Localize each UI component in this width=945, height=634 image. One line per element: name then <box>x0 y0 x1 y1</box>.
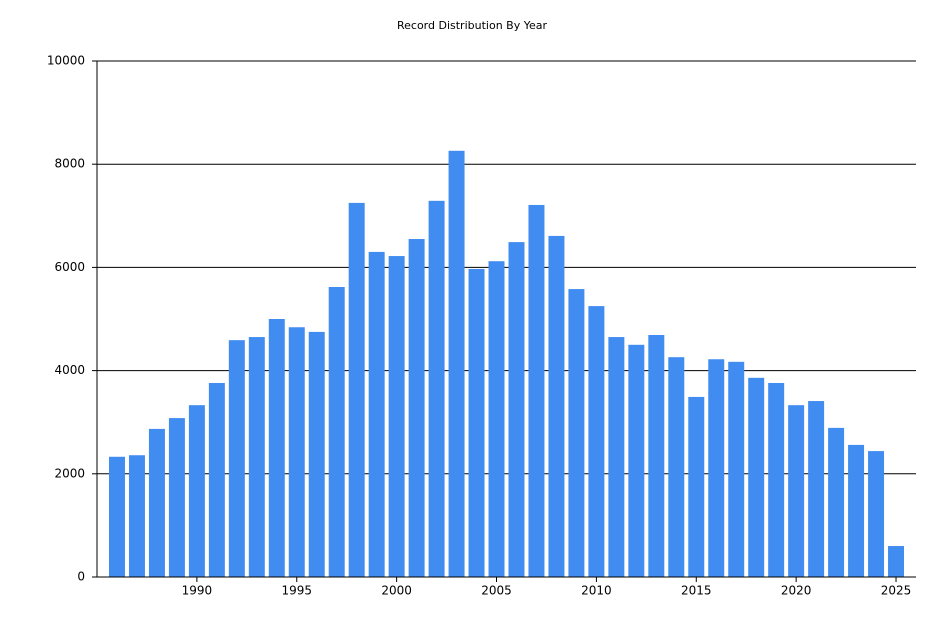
bar <box>628 344 645 577</box>
y-tick-label: 0 <box>77 570 85 584</box>
y-tick-label: 4000 <box>54 363 85 377</box>
bar <box>188 405 205 577</box>
bar <box>368 251 385 578</box>
bar <box>728 361 745 577</box>
bar <box>128 455 145 577</box>
bar <box>768 382 785 577</box>
bar <box>828 427 845 577</box>
bar <box>388 256 405 577</box>
bar <box>748 377 765 577</box>
bar <box>328 287 345 577</box>
bar <box>568 289 585 577</box>
y-tick-label: 2000 <box>54 466 85 480</box>
bar <box>288 327 305 577</box>
bar <box>228 340 245 577</box>
x-tick-label: 2020 <box>781 584 812 598</box>
bar <box>408 239 425 577</box>
bar <box>248 337 265 577</box>
bar <box>848 444 865 577</box>
bar <box>448 150 465 577</box>
bar <box>268 319 285 577</box>
bar <box>668 357 685 577</box>
x-tick-label: 1995 <box>281 584 312 598</box>
bar <box>208 382 225 577</box>
x-tick-label: 2015 <box>681 584 712 598</box>
bar <box>688 396 705 577</box>
x-tick-label: 2010 <box>581 584 612 598</box>
bar <box>808 401 825 577</box>
bar <box>788 405 805 577</box>
x-tick-label: 2025 <box>881 584 912 598</box>
bar <box>888 546 905 577</box>
y-tick-label: 6000 <box>54 260 85 274</box>
bar <box>528 204 545 578</box>
bar <box>428 200 445 577</box>
bar <box>868 451 885 577</box>
bar <box>308 331 325 577</box>
bar <box>508 242 525 577</box>
bar <box>648 334 665 577</box>
x-tick-label: 2000 <box>381 584 412 598</box>
bar <box>108 456 125 577</box>
bar <box>488 261 505 577</box>
bar <box>708 359 725 577</box>
x-tick-label: 2005 <box>481 584 512 598</box>
bar <box>168 418 185 577</box>
x-tick-label: 1990 <box>182 584 213 598</box>
bar <box>348 202 365 577</box>
bar <box>468 268 485 577</box>
bar <box>548 235 565 577</box>
bar <box>148 428 165 577</box>
chart-title: Record Distribution By Year <box>397 19 547 32</box>
y-tick-label: 8000 <box>54 157 85 171</box>
y-tick-label: 10000 <box>47 54 85 68</box>
bar <box>608 337 625 577</box>
bar <box>588 306 605 577</box>
